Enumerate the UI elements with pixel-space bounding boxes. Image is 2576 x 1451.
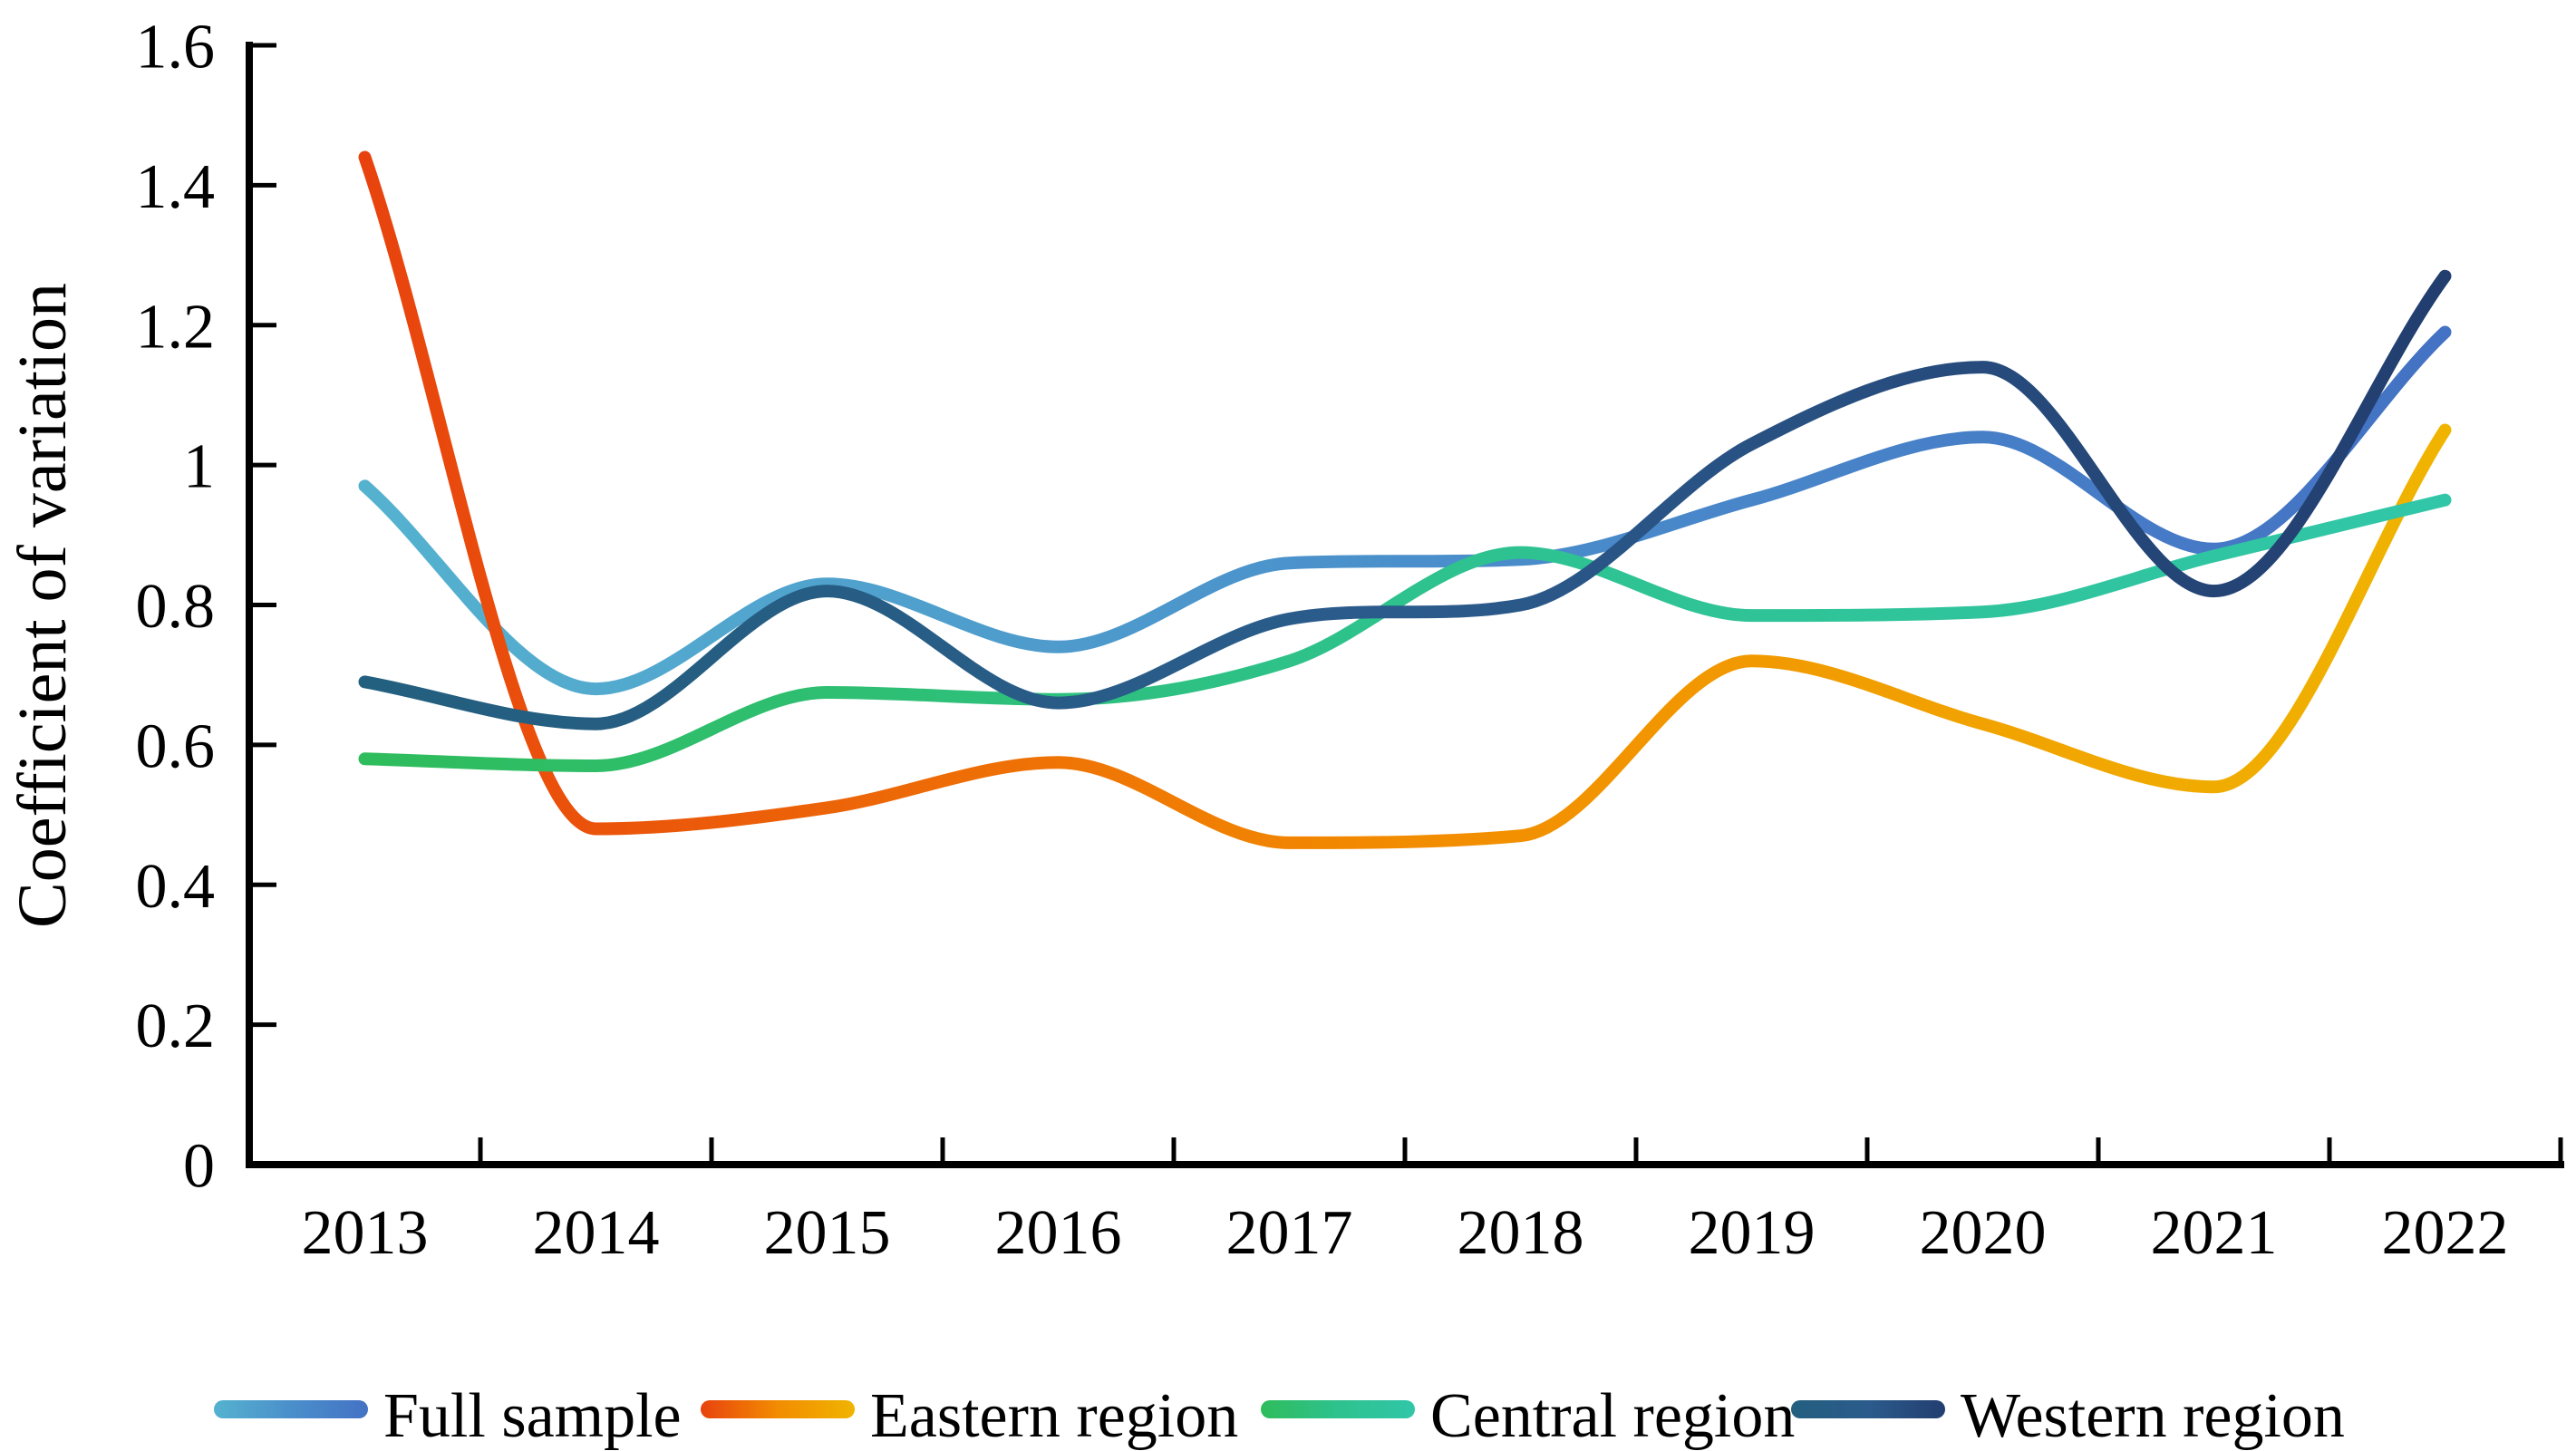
legend: Full sample Eastern region Central region W… <box>214 1381 2345 1451</box>
legend-label: Full sample <box>383 1381 682 1451</box>
x-tick-label: 2014 <box>533 1198 660 1268</box>
x-tick-label: 2018 <box>1457 1198 1584 1268</box>
legend-item-western-region: Western region <box>1791 1381 2345 1451</box>
y-tick-label: 1 <box>183 432 215 502</box>
legend-item-full-sample: Full sample <box>214 1381 682 1451</box>
legend-label: Western region <box>1961 1381 2345 1451</box>
y-tick-label: 1.4 <box>136 152 216 222</box>
x-axis-tick-labels: 2013 2014 2015 2016 2017 2018 2019 2020 2021 2022 <box>302 1198 2509 1268</box>
x-tick-label: 2013 <box>302 1198 429 1268</box>
legend-item-eastern-region: Eastern region <box>701 1381 1238 1451</box>
series-line-central-region <box>358 493 2452 772</box>
x-tick-label: 2015 <box>764 1198 891 1268</box>
y-tick-label: 0.2 <box>136 992 216 1061</box>
y-tick-label: 1.2 <box>136 292 216 362</box>
series-lines <box>358 150 2452 849</box>
x-tick-label: 2020 <box>1920 1198 2047 1268</box>
series-line-eastern-region <box>358 150 2452 849</box>
y-tick-label: 1.6 <box>136 13 216 82</box>
y-tick-label: 0.4 <box>136 852 216 922</box>
y-tick-label: 0.6 <box>136 711 216 781</box>
y-tick-label: 0.8 <box>136 572 216 642</box>
x-tick-label: 2017 <box>1226 1198 1353 1268</box>
y-tick-label: 0 <box>183 1132 215 1202</box>
x-tick-label: 2019 <box>1689 1198 1816 1268</box>
series-line-western-region <box>358 269 2452 730</box>
x-tick-label: 2022 <box>2382 1198 2509 1268</box>
y-axis-tick-labels: 0 0.2 0.4 0.6 0.8 1 1.2 1.4 1.6 <box>136 13 216 1202</box>
legend-item-central-region: Central region <box>1261 1381 1795 1451</box>
legend-label: Eastern region <box>870 1381 1238 1451</box>
y-axis-title: Coefficient of variation <box>5 283 81 928</box>
axes <box>246 42 2564 1168</box>
x-tick-label: 2021 <box>2151 1198 2278 1268</box>
series-line-full-sample <box>358 325 2452 696</box>
x-tick-label: 2016 <box>995 1198 1122 1268</box>
legend-label: Central region <box>1430 1381 1795 1451</box>
